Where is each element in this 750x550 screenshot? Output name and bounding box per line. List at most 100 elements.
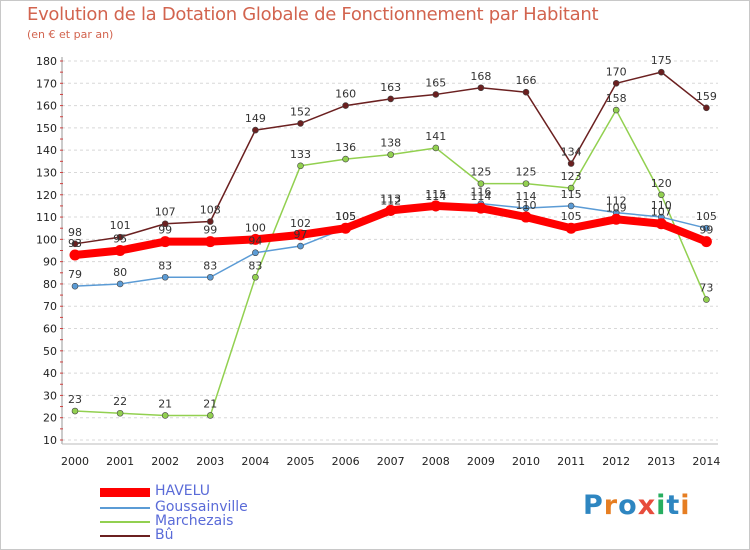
data-label: 94 bbox=[248, 235, 262, 248]
data-label: 80 bbox=[113, 266, 127, 279]
legend-swatch bbox=[100, 507, 150, 509]
data-point bbox=[657, 68, 665, 76]
data-label: 115 bbox=[561, 188, 582, 201]
data-point bbox=[249, 233, 261, 245]
data-label: 170 bbox=[606, 65, 627, 78]
y-tick-label: 160 bbox=[36, 100, 57, 113]
data-point bbox=[161, 412, 169, 419]
data-point bbox=[207, 273, 214, 281]
data-label: 115 bbox=[425, 188, 446, 201]
data-point bbox=[475, 202, 487, 214]
data-point bbox=[69, 249, 81, 261]
data-point bbox=[477, 84, 485, 92]
y-tick-label: 140 bbox=[36, 144, 57, 157]
data-point bbox=[116, 280, 124, 288]
data-point bbox=[520, 211, 532, 223]
data-label: 163 bbox=[380, 81, 401, 94]
data-point bbox=[610, 213, 622, 225]
data-point bbox=[159, 236, 171, 248]
data-label: 138 bbox=[380, 137, 401, 150]
data-point bbox=[342, 155, 349, 163]
data-label: 116 bbox=[470, 186, 491, 199]
y-tick-label: 20 bbox=[43, 412, 57, 425]
data-point bbox=[207, 218, 214, 225]
data-label: 98 bbox=[68, 226, 82, 239]
x-tick-label: 2004 bbox=[241, 455, 269, 468]
logo-letter: i bbox=[680, 490, 691, 521]
data-point bbox=[522, 180, 530, 187]
data-label: 105 bbox=[335, 210, 356, 223]
data-label: 123 bbox=[561, 170, 582, 183]
data-label: 105 bbox=[335, 210, 356, 223]
data-point bbox=[522, 204, 530, 212]
data-point bbox=[612, 106, 620, 114]
legend-label: Marchezais bbox=[155, 513, 234, 529]
y-tick-label: 40 bbox=[43, 367, 57, 380]
data-point bbox=[342, 102, 349, 109]
logo-letter: P bbox=[583, 490, 604, 521]
data-label: 114 bbox=[425, 190, 446, 203]
data-label: 97 bbox=[294, 228, 308, 241]
y-tick-label: 80 bbox=[43, 278, 57, 291]
data-label: 21 bbox=[203, 397, 217, 410]
data-label: 166 bbox=[516, 74, 537, 87]
legend-label: HAVELU bbox=[155, 483, 210, 499]
data-point bbox=[71, 240, 79, 248]
y-tick-label: 70 bbox=[43, 300, 57, 313]
data-point bbox=[565, 222, 577, 234]
data-point bbox=[387, 95, 395, 103]
x-tick-label: 2011 bbox=[557, 455, 585, 468]
data-label: 101 bbox=[110, 219, 131, 232]
data-point bbox=[71, 407, 79, 415]
data-point bbox=[657, 191, 665, 199]
data-label: 22 bbox=[113, 395, 127, 408]
data-label: 105 bbox=[696, 210, 717, 223]
chart-title: Evolution de la Dotation Globale de Fonc… bbox=[27, 4, 599, 25]
data-label: 114 bbox=[470, 190, 491, 203]
y-tick-label: 170 bbox=[36, 77, 57, 90]
data-point bbox=[655, 218, 667, 230]
legend-label: Goussainville bbox=[155, 499, 248, 515]
y-tick-label: 100 bbox=[36, 233, 57, 246]
y-tick-label: 60 bbox=[43, 323, 57, 336]
x-tick-label: 2010 bbox=[512, 455, 540, 468]
data-label: 107 bbox=[651, 206, 672, 219]
data-label: 175 bbox=[651, 54, 672, 67]
y-tick-label: 10 bbox=[43, 434, 57, 447]
data-point bbox=[295, 229, 306, 241]
data-point bbox=[430, 200, 442, 212]
y-tick-label: 120 bbox=[36, 189, 57, 202]
data-label: 83 bbox=[203, 259, 217, 272]
legend-swatch bbox=[100, 521, 150, 523]
data-label: 159 bbox=[696, 90, 717, 103]
data-point bbox=[297, 120, 304, 127]
data-label: 160 bbox=[335, 88, 356, 101]
legend-swatch bbox=[100, 535, 150, 537]
x-tick-label: 2014 bbox=[692, 455, 720, 468]
y-tick-label: 150 bbox=[36, 122, 57, 135]
data-label: 158 bbox=[606, 92, 627, 105]
y-tick-label: 30 bbox=[43, 389, 57, 402]
x-tick-label: 2013 bbox=[647, 455, 675, 468]
chart-subtitle: (en € et par an) bbox=[27, 28, 114, 41]
data-label: 168 bbox=[470, 70, 491, 83]
x-tick-label: 2002 bbox=[151, 455, 179, 468]
data-point bbox=[114, 245, 126, 256]
data-label: 100 bbox=[245, 221, 266, 234]
legend-swatch bbox=[100, 487, 150, 497]
data-point bbox=[340, 222, 352, 234]
data-label: 23 bbox=[68, 393, 82, 406]
data-label: 99 bbox=[158, 224, 172, 237]
logo-letter: i bbox=[656, 490, 667, 521]
data-point bbox=[161, 273, 169, 281]
x-tick-label: 2009 bbox=[467, 455, 495, 468]
data-label: 109 bbox=[606, 201, 627, 214]
data-label: 83 bbox=[248, 259, 262, 272]
data-label: 136 bbox=[335, 141, 356, 154]
data-label: 141 bbox=[425, 130, 446, 143]
data-label: 73 bbox=[699, 282, 713, 295]
y-tick-label: 130 bbox=[36, 166, 57, 179]
x-tick-label: 2005 bbox=[287, 455, 315, 468]
data-label: 95 bbox=[113, 233, 127, 246]
